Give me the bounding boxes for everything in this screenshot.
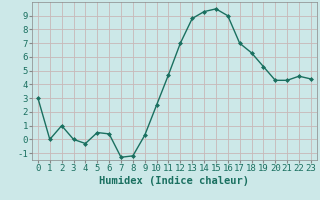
X-axis label: Humidex (Indice chaleur): Humidex (Indice chaleur): [100, 176, 249, 186]
